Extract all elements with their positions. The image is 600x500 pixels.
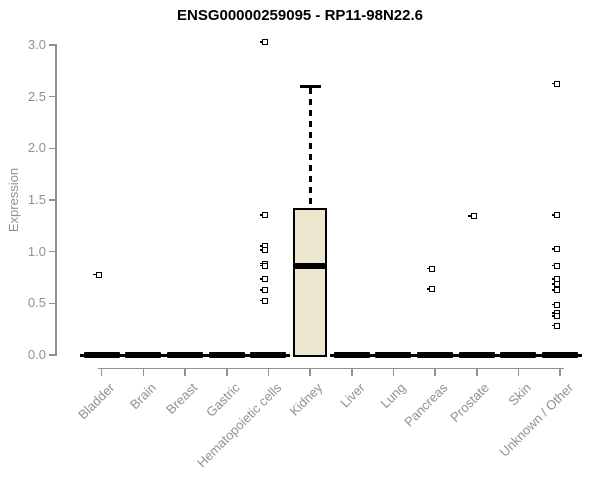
y-tick [49,250,56,253]
outlier-point [551,281,561,288]
flat-box-cap-right [536,353,540,357]
flat-box-cap-right [119,353,124,357]
x-axis-label-text: Prostate [447,380,493,425]
outlier-point [259,287,269,294]
y-tick-label: 2.0 [27,140,46,156]
flat-box [333,352,370,358]
x-axis-label-text: Kidney [286,380,326,419]
x-tick [350,367,353,376]
x-tick [100,367,103,376]
flat-box-cap-left [330,353,334,357]
y-tick-label: 1.5 [27,192,46,207]
y-tick-label: 1.0 [27,243,46,259]
outlier-point [426,265,436,272]
y-tick-label: 2.5 [27,88,46,104]
y-tick [49,302,56,305]
y-tick-label: 0.5 [27,295,46,311]
flat-box-cap-left [205,353,209,357]
x-axis-label-text: Breast [163,380,201,418]
x-tick [392,367,395,376]
outlier-point [551,262,561,269]
x-axis-label-text: Skin [505,380,534,409]
flat-box-cap-right [286,353,290,357]
x-axis-label-text: Liver [336,380,368,411]
x-tick [225,367,228,376]
x-tick [309,367,311,376]
outlier-point [259,39,269,46]
flat-box-cap-right [494,353,499,357]
x-tick [517,367,520,376]
flat-box-cap-left [246,353,251,357]
box [293,208,328,357]
box-whisker [308,88,312,207]
flat-box [250,352,287,358]
x-tick [142,367,145,376]
x-tick [184,367,186,376]
box-median [293,263,328,270]
whisker-cap [299,84,321,88]
y-tick-label: 3.0 [27,37,46,52]
outlier-point [551,301,561,308]
x-axis-label-text: Bladder [75,380,118,423]
x-tick [434,367,436,376]
flat-box [375,352,412,358]
flat-box [167,352,204,358]
outlier-point [551,80,561,87]
x-axis-line [97,367,565,370]
flat-box-cap-right [578,353,582,357]
x-tick [559,367,561,376]
flat-box-cap-left [538,353,543,357]
y-tick [49,354,56,356]
x-axis-label-text: Lung [377,380,409,412]
x-axis-label-text: Gastric [202,380,243,420]
flat-box [542,352,579,358]
flat-box [500,352,537,358]
outlier-point [93,271,102,278]
flat-box-cap-right [369,353,374,357]
x-axis-label-text: Brain [126,380,159,413]
y-tick [49,95,56,98]
x-tick [267,367,270,376]
outlier-point [551,287,561,294]
outlier-point [259,212,269,218]
outlier-point [259,247,269,254]
flat-box-cap-left [371,353,376,357]
outlier-point [259,262,269,269]
flat-box-cap-left [121,353,126,357]
flat-box-cap-right [161,353,165,357]
flat-box [417,352,454,358]
y-tick [49,44,56,46]
outlier-point [551,212,561,218]
x-tick [475,367,478,376]
x-axis-label-text: Unknown / Other [496,380,576,460]
flat-box-cap-left [80,353,84,357]
flat-box-cap-right [244,353,249,357]
x-axis-label-text: Pancreas [401,380,451,430]
flat-box [83,352,120,358]
outlier-point [259,297,269,304]
flat-box-cap-left [496,353,501,357]
outlier-point [259,276,269,283]
y-tick-label: 0.0 [27,347,46,362]
outlier-point [468,213,477,220]
flat-box [125,352,162,358]
y-tick [49,199,56,201]
flat-box [208,352,245,358]
flat-box-cap-right [411,353,415,357]
outlier-point [551,322,561,329]
flat-box-cap-left [163,353,168,357]
outlier-point [551,246,561,253]
flat-box-cap-left [455,353,459,357]
flat-box-cap-right [203,353,207,357]
flat-box [458,352,495,358]
outlier-point [426,286,436,293]
outlier-point [551,313,561,320]
y-tick [49,147,56,150]
flat-box-cap-right [453,353,457,357]
flat-box-cap-left [413,353,418,357]
chart-title: ENSG00000259095 - RP11-98N22.6 [176,7,423,24]
